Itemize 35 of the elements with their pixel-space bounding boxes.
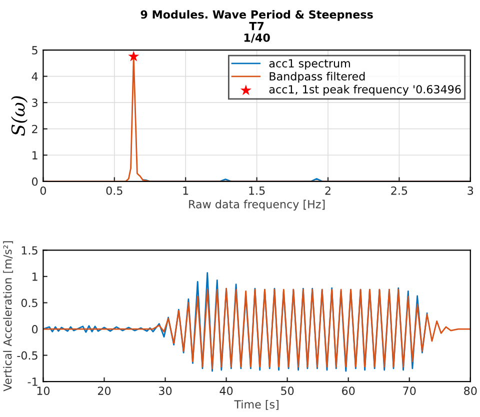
x-tick-label: 3 — [468, 186, 474, 195]
y-tick-label: 4 — [32, 72, 38, 81]
x-tick-label: 70 — [403, 386, 416, 396]
x-axis-title: Raw data frequency [Hz] — [189, 200, 325, 211]
y-tick-label: 0 — [32, 324, 38, 334]
x-tick-label: 1.5 — [249, 186, 265, 195]
y-axis-title: Vertical Acceleration [m/s²] — [3, 241, 14, 392]
y-tick-label: -1 — [28, 378, 38, 386]
x-tick-label: 40 — [220, 386, 233, 396]
x-tick-label: 20 — [98, 386, 111, 396]
y-tick-label: 1 — [32, 151, 38, 160]
legend-label: acc1, 1st peak frequency '0.63496 — [269, 84, 461, 96]
y-tick-label: 1.5 — [22, 246, 38, 255]
x-axis-title: Time [s] — [234, 400, 278, 410]
x-tick-label: 60 — [342, 386, 355, 396]
legend-label: Bandpass filtered — [270, 72, 365, 83]
y-tick-label: 3 — [32, 98, 38, 107]
x-tick-label: 50 — [281, 386, 294, 396]
y-tick-label: 5 — [32, 46, 38, 54]
y-tick-label: 2 — [32, 124, 38, 134]
legend-label: acc1 spectrum — [269, 59, 350, 70]
chart-title: 9 Modules. Wave Period & Steepness T7 1/40 — [140, 10, 373, 43]
y-tick-label: -0.5 — [17, 351, 38, 360]
x-tick-label: 2 — [325, 186, 330, 195]
y-tick-label: 0.5 — [21, 298, 38, 308]
x-tick-label: 2.5 — [391, 186, 408, 195]
x-tick-label: 10 — [37, 386, 50, 396]
y-tick-label: 1 — [32, 272, 38, 281]
y-tick-label: 0 — [32, 177, 38, 186]
x-tick-label: 0.5 — [106, 186, 122, 195]
x-tick-label: 30 — [159, 386, 172, 396]
x-tick-label: 1 — [183, 186, 188, 195]
y-axis-title: S(ω) — [11, 96, 28, 136]
x-tick-label: 80 — [464, 386, 477, 396]
x-tick-label: 0 — [40, 186, 46, 195]
